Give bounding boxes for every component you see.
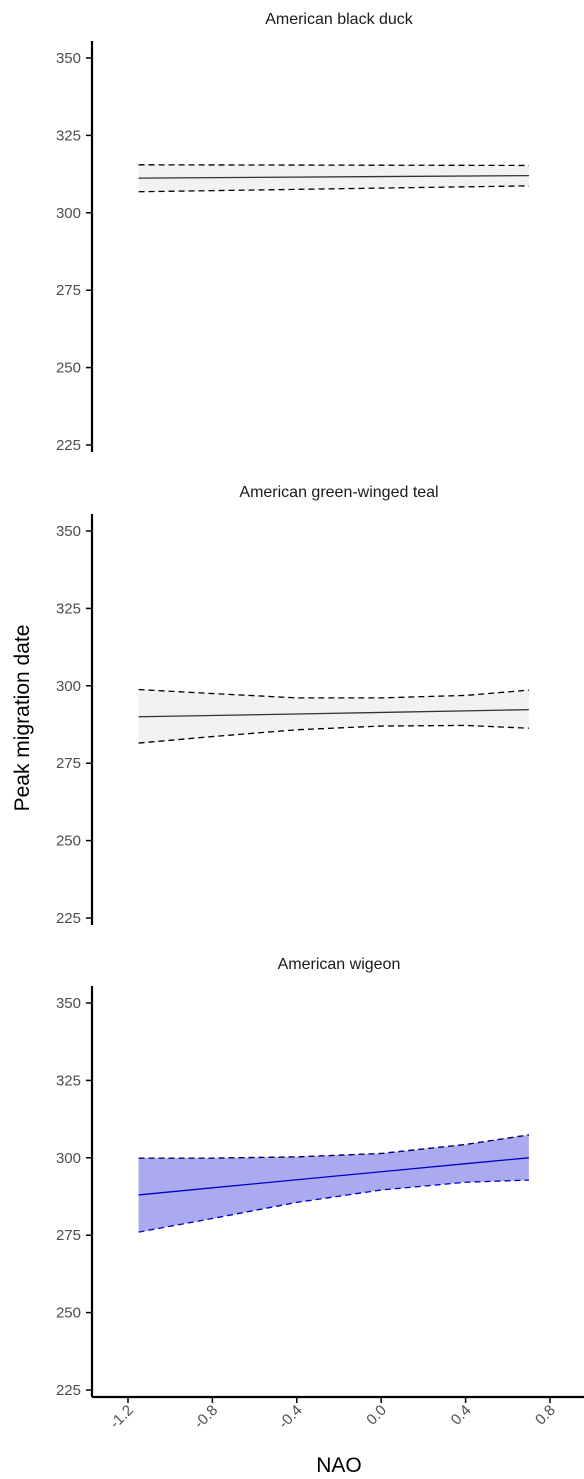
y-tick-label: 250 xyxy=(56,833,81,850)
upper-ci-line xyxy=(138,688,529,699)
y-tick-label: 350 xyxy=(56,995,81,1012)
y-axis-title: Peak migration date xyxy=(11,625,34,812)
x-tick-label: 0.4 xyxy=(448,1402,475,1429)
y-tick-label: 325 xyxy=(56,127,81,144)
y-tick-label: 250 xyxy=(56,360,81,377)
y-tick-label: 225 xyxy=(56,910,81,927)
lower-ci-line xyxy=(138,1179,529,1233)
y-tick-label: 275 xyxy=(56,755,81,772)
x-tick-label: -0.4 xyxy=(275,1402,305,1432)
panel-title: American green-winged teal xyxy=(239,484,438,501)
x-axis-title: NAO xyxy=(316,1454,362,1477)
fitted-line xyxy=(138,174,529,179)
y-tick-label: 300 xyxy=(56,205,81,222)
y-tick-label: 250 xyxy=(56,1305,81,1322)
y-tick-label: 325 xyxy=(56,1072,81,1089)
x-tick-label: 0.0 xyxy=(363,1402,390,1429)
confidence-band xyxy=(138,689,529,744)
fitted-line xyxy=(138,1157,529,1196)
panel-3: American wigeon 225 250 275 300 325 350 -1.2 -0.… xyxy=(56,956,584,1432)
y-tick-label: 350 xyxy=(56,50,81,67)
x-tick-label: 0.8 xyxy=(532,1402,559,1429)
x-tick-label: -1.2 xyxy=(107,1402,137,1432)
y-tick-label: 350 xyxy=(56,523,81,540)
y-tick-label: 325 xyxy=(56,600,81,617)
x-tick-label: -0.8 xyxy=(191,1402,221,1432)
panel-2: American green-winged teal 225 250 275 300 32… xyxy=(56,484,529,927)
y-tick-label: 300 xyxy=(56,678,81,695)
confidence-band xyxy=(138,164,529,192)
panels: American black duck225250275300325350Ame… xyxy=(56,11,584,1432)
y-tick-label: 225 xyxy=(56,437,81,454)
y-tick-label: 225 xyxy=(56,1382,81,1399)
fitted-line xyxy=(138,708,529,718)
upper-ci-line xyxy=(138,164,529,167)
panel-title: American black duck xyxy=(265,11,414,28)
lower-ci-line xyxy=(138,724,529,744)
lower-ci-line xyxy=(138,185,529,193)
y-tick-label: 300 xyxy=(56,1150,81,1167)
panel-title: American wigeon xyxy=(278,956,401,973)
panel-1: American black duck 225 250 275 300 325 350 xyxy=(56,11,529,454)
y-tick-label: 275 xyxy=(56,1227,81,1244)
confidence-band xyxy=(138,1134,529,1233)
y-tick-label: 275 xyxy=(56,282,81,299)
upper-ci-line-accent xyxy=(138,1134,529,1159)
